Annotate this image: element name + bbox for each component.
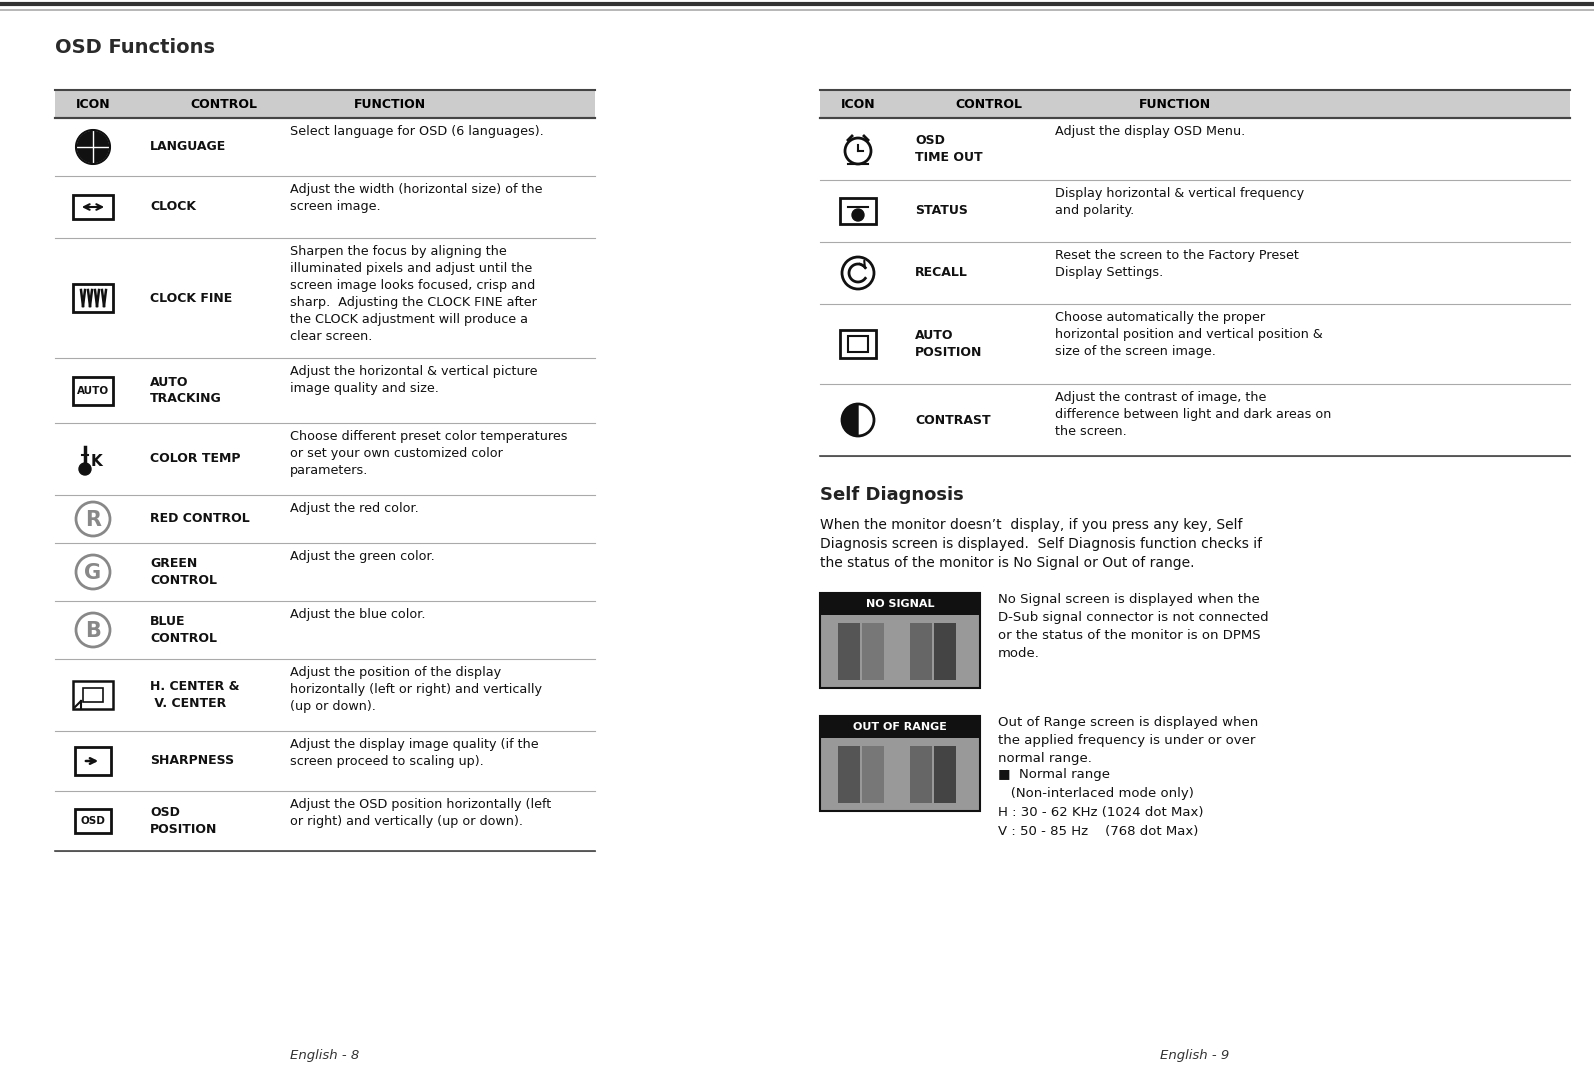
Bar — [838, 623, 861, 681]
Text: Display horizontal & vertical frequency
and polarity.: Display horizontal & vertical frequency … — [1055, 187, 1304, 217]
Text: CLOCK FINE: CLOCK FINE — [150, 291, 233, 305]
Bar — [910, 746, 932, 802]
Text: R: R — [84, 510, 100, 530]
Text: Adjust the horizontal & vertical picture
image quality and size.: Adjust the horizontal & vertical picture… — [290, 365, 537, 395]
Polygon shape — [842, 404, 858, 435]
Text: NO SIGNAL: NO SIGNAL — [866, 599, 934, 609]
Bar — [75, 747, 112, 775]
Text: COLOR TEMP: COLOR TEMP — [150, 453, 241, 465]
Text: Adjust the width (horizontal size) of the
screen image.: Adjust the width (horizontal size) of th… — [290, 183, 542, 213]
Text: ICON: ICON — [75, 97, 110, 110]
Text: Adjust the position of the display
horizontally (left or right) and vertically
(: Adjust the position of the display horiz… — [290, 666, 542, 713]
Text: Self Diagnosis: Self Diagnosis — [819, 486, 964, 504]
Text: AUTO
POSITION: AUTO POSITION — [915, 330, 982, 358]
Text: FUNCTION: FUNCTION — [354, 97, 426, 110]
Text: FUNCTION: FUNCTION — [1140, 97, 1211, 110]
Text: OSD
TIME OUT: OSD TIME OUT — [915, 134, 982, 164]
Text: G: G — [84, 563, 102, 583]
Text: CONTROL: CONTROL — [955, 97, 1022, 110]
Text: Adjust the OSD position horizontally (left
or right) and vertically (up or down): Adjust the OSD position horizontally (le… — [290, 798, 552, 828]
Text: Adjust the display OSD Menu.: Adjust the display OSD Menu. — [1055, 125, 1245, 138]
Bar — [56, 90, 595, 118]
Text: OSD: OSD — [81, 816, 105, 826]
Bar — [73, 377, 113, 404]
Text: English - 8: English - 8 — [290, 1049, 360, 1061]
Bar — [73, 195, 113, 219]
Bar — [819, 716, 980, 738]
Text: STATUS: STATUS — [915, 204, 968, 217]
Bar — [73, 681, 113, 709]
Bar — [819, 593, 980, 688]
Bar — [862, 623, 885, 681]
Bar — [934, 623, 956, 681]
Circle shape — [77, 129, 110, 164]
Text: Sharpen the focus by aligning the
illuminated pixels and adjust until the
screen: Sharpen the focus by aligning the illumi… — [290, 245, 537, 343]
Text: CLOCK: CLOCK — [150, 200, 196, 214]
Text: SHARPNESS: SHARPNESS — [150, 754, 234, 767]
Text: Choose automatically the proper
horizontal position and vertical position &
size: Choose automatically the proper horizont… — [1055, 311, 1323, 358]
Text: Out of Range screen is displayed when
the applied frequency is under or over
nor: Out of Range screen is displayed when th… — [998, 716, 1258, 765]
Bar — [886, 746, 909, 802]
Bar — [73, 284, 113, 312]
Text: RED CONTROL: RED CONTROL — [150, 513, 250, 525]
Bar — [819, 716, 980, 811]
Text: Choose different preset color temperatures
or set your own customized color
para: Choose different preset color temperatur… — [290, 430, 567, 477]
Bar — [838, 746, 861, 802]
Bar — [819, 738, 980, 811]
Bar — [75, 809, 112, 834]
Text: Adjust the red color.: Adjust the red color. — [290, 502, 419, 515]
Text: Reset the screen to the Factory Preset
Display Settings.: Reset the screen to the Factory Preset D… — [1055, 249, 1299, 279]
Bar — [83, 688, 104, 702]
Text: BLUE
CONTROL: BLUE CONTROL — [150, 615, 217, 645]
Text: OSD
POSITION: OSD POSITION — [150, 807, 217, 836]
Text: AUTO
TRACKING: AUTO TRACKING — [150, 376, 222, 406]
Text: OSD Functions: OSD Functions — [56, 39, 215, 57]
Bar — [862, 746, 885, 802]
Text: H. CENTER &
 V. CENTER: H. CENTER & V. CENTER — [150, 681, 239, 709]
Text: LANGUAGE: LANGUAGE — [150, 140, 226, 153]
Text: CONTRAST: CONTRAST — [915, 413, 990, 427]
Circle shape — [80, 463, 91, 475]
Bar — [910, 623, 932, 681]
Text: No Signal screen is displayed when the
D-Sub signal connector is not connected
o: No Signal screen is displayed when the D… — [998, 593, 1269, 660]
Text: CONTROL: CONTROL — [190, 97, 257, 110]
Text: Adjust the display image quality (if the
screen proceed to scaling up).: Adjust the display image quality (if the… — [290, 738, 539, 768]
Bar — [934, 746, 956, 802]
Text: RECALL: RECALL — [915, 266, 968, 279]
Text: OUT OF RANGE: OUT OF RANGE — [853, 722, 947, 732]
Bar — [848, 336, 869, 352]
Text: English - 9: English - 9 — [1160, 1049, 1229, 1061]
Text: Select language for OSD (6 languages).: Select language for OSD (6 languages). — [290, 125, 544, 138]
Text: GREEN
CONTROL: GREEN CONTROL — [150, 557, 217, 586]
Bar — [819, 615, 980, 688]
Circle shape — [853, 209, 864, 221]
Text: B: B — [84, 621, 100, 641]
Bar — [819, 593, 980, 615]
Bar — [840, 198, 877, 224]
Text: Adjust the blue color.: Adjust the blue color. — [290, 608, 426, 621]
Text: Adjust the green color.: Adjust the green color. — [290, 550, 435, 563]
Text: K: K — [91, 454, 104, 469]
Text: Adjust the contrast of image, the
difference between light and dark areas on
the: Adjust the contrast of image, the differ… — [1055, 391, 1331, 438]
Bar — [819, 90, 1570, 118]
Text: ICON: ICON — [840, 97, 875, 110]
Bar — [840, 330, 877, 358]
Bar — [886, 623, 909, 681]
Text: When the monitor doesn’t  display, if you press any key, Self
Diagnosis screen i: When the monitor doesn’t display, if you… — [819, 518, 1262, 570]
Text: ■  Normal range
   (Non-interlaced mode only)
H : 30 - 62 KHz (1024 dot Max)
V :: ■ Normal range (Non-interlaced mode only… — [998, 768, 1203, 838]
Text: AUTO: AUTO — [77, 385, 108, 396]
